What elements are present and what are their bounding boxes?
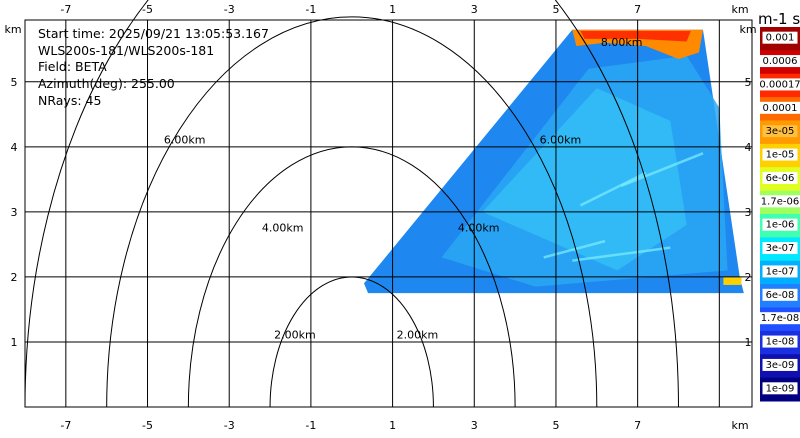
colorbar-label: 1.7e-06 bbox=[761, 196, 799, 207]
colorbar-label-bg bbox=[762, 335, 798, 348]
x-tick-label-top: -7 bbox=[60, 3, 71, 16]
y-tick-label-right: 3 bbox=[745, 206, 752, 219]
x-tick-label-top: -1 bbox=[305, 3, 316, 16]
source-label: WLS200s-181/WLS200s-181 bbox=[38, 43, 215, 58]
x-tick-label-top: -5 bbox=[142, 3, 153, 16]
range-ring-label: 6.00km bbox=[164, 134, 206, 147]
sector-streak bbox=[543, 239, 606, 259]
y-tick-label-left: 1 bbox=[11, 336, 18, 349]
colorbar-label-bg bbox=[759, 55, 800, 68]
x-tick-label-top: 1 bbox=[389, 3, 396, 16]
x-tick-label-top: 3 bbox=[471, 3, 478, 16]
x-unit-label-top: km bbox=[731, 3, 748, 16]
start-time-label: Start time: 2025/09/21 13:05:53.167 bbox=[38, 26, 269, 41]
colorbar-label-bg bbox=[762, 358, 798, 371]
field-label: Field: BETA bbox=[38, 59, 107, 74]
colorbar-label-bg bbox=[762, 242, 798, 255]
colorbar-label-bg bbox=[755, 312, 800, 325]
colorbar-label-bg bbox=[762, 265, 798, 278]
y-unit-label-left: km bbox=[4, 23, 21, 36]
y-tick-label-left: 4 bbox=[11, 141, 18, 154]
x-tick-label-bottom: 1 bbox=[389, 419, 396, 432]
x-tick-label-bottom: 3 bbox=[471, 419, 478, 432]
sector-streak bbox=[572, 246, 671, 262]
azimuth-label: Azimuth(deg): 255.00 bbox=[38, 76, 175, 91]
range-ring bbox=[24, 0, 679, 408]
colorbar-label: 1e-05 bbox=[766, 150, 795, 161]
x-tick-label-bottom: -1 bbox=[305, 419, 316, 432]
range-ring-label: 2.00km bbox=[274, 329, 316, 342]
x-tick-label-top: 5 bbox=[552, 3, 559, 16]
colorbar-label-bg bbox=[762, 125, 798, 138]
high-band-core bbox=[580, 31, 691, 42]
x-tick-label-bottom: 5 bbox=[552, 419, 559, 432]
colorbar-label-bg bbox=[762, 382, 798, 395]
colorbar-label-bg bbox=[762, 218, 798, 231]
data-layer bbox=[25, 20, 752, 407]
colorbar-label: 0.001 bbox=[766, 33, 795, 44]
range-ring-label: 4.00km bbox=[458, 221, 500, 234]
y-tick-label-left: 3 bbox=[11, 206, 18, 219]
nrays-label: NRays: 45 bbox=[38, 93, 102, 108]
colorbar-label: 1.7e-08 bbox=[761, 313, 799, 324]
colorbar-label: 0.00017 bbox=[759, 79, 800, 90]
y-tick-label-left: 5 bbox=[11, 76, 18, 89]
colorbar-label: 6e-08 bbox=[766, 290, 795, 301]
plot-frame bbox=[24, 19, 753, 408]
x-tick-label-bottom: -5 bbox=[142, 419, 153, 432]
y-tick-label-right: 5 bbox=[745, 76, 752, 89]
colorbar-label-bg bbox=[762, 31, 798, 44]
range-ring-label: 4.00km bbox=[262, 221, 304, 234]
colorbar-label: 6e-06 bbox=[766, 173, 795, 184]
range-ring bbox=[269, 276, 434, 408]
colorbar-label: 0.0001 bbox=[763, 103, 798, 114]
range-ring bbox=[106, 16, 598, 408]
y-tick-label-right: 2 bbox=[745, 271, 752, 284]
edge-cells bbox=[723, 276, 742, 285]
y-tick-label-left: 2 bbox=[11, 271, 18, 284]
x-tick-label-bottom: -3 bbox=[224, 419, 235, 432]
colorbar-title: m-1 sr-1 bbox=[758, 10, 800, 28]
x-unit-label-bottom: km bbox=[731, 419, 748, 432]
colorbar-label: 3e-09 bbox=[766, 360, 795, 371]
range-ring-label: 2.00km bbox=[397, 329, 439, 342]
x-tick-label-bottom: -7 bbox=[60, 419, 71, 432]
colorbar-label: 1e-09 bbox=[766, 383, 795, 394]
colorbar-label-bg bbox=[755, 195, 800, 208]
colorbar-label: 3e-05 bbox=[766, 126, 795, 137]
colorbar-label: 0.0006 bbox=[763, 56, 798, 67]
colorbar-label: 1e-07 bbox=[766, 266, 795, 277]
x-tick-label-bottom: 7 bbox=[634, 419, 641, 432]
colorbar-label-bg bbox=[762, 148, 798, 161]
y-tick-label-right: 4 bbox=[745, 141, 752, 154]
colorbar-label-bg bbox=[762, 171, 798, 184]
colorbar-label: 1e-08 bbox=[766, 337, 795, 348]
sector-core-inner bbox=[482, 88, 687, 271]
x-tick-label-top: -3 bbox=[224, 3, 235, 16]
y-unit-label-right: km bbox=[739, 23, 756, 36]
colorbar-label: 3e-07 bbox=[766, 243, 795, 254]
sector-streak bbox=[579, 171, 647, 207]
colorbar-label-bg bbox=[755, 78, 800, 91]
sector-streak bbox=[620, 152, 704, 188]
range-ring-label: 6.00km bbox=[540, 134, 582, 147]
colorbar-label: 1e-06 bbox=[766, 220, 795, 231]
x-tick-label-top: 7 bbox=[634, 3, 641, 16]
y-tick-label-right: 1 bbox=[745, 336, 752, 349]
colorbar-label-bg bbox=[762, 288, 798, 301]
range-ring-label: 8.00km bbox=[601, 36, 643, 49]
colorbar-label-bg bbox=[759, 101, 800, 114]
